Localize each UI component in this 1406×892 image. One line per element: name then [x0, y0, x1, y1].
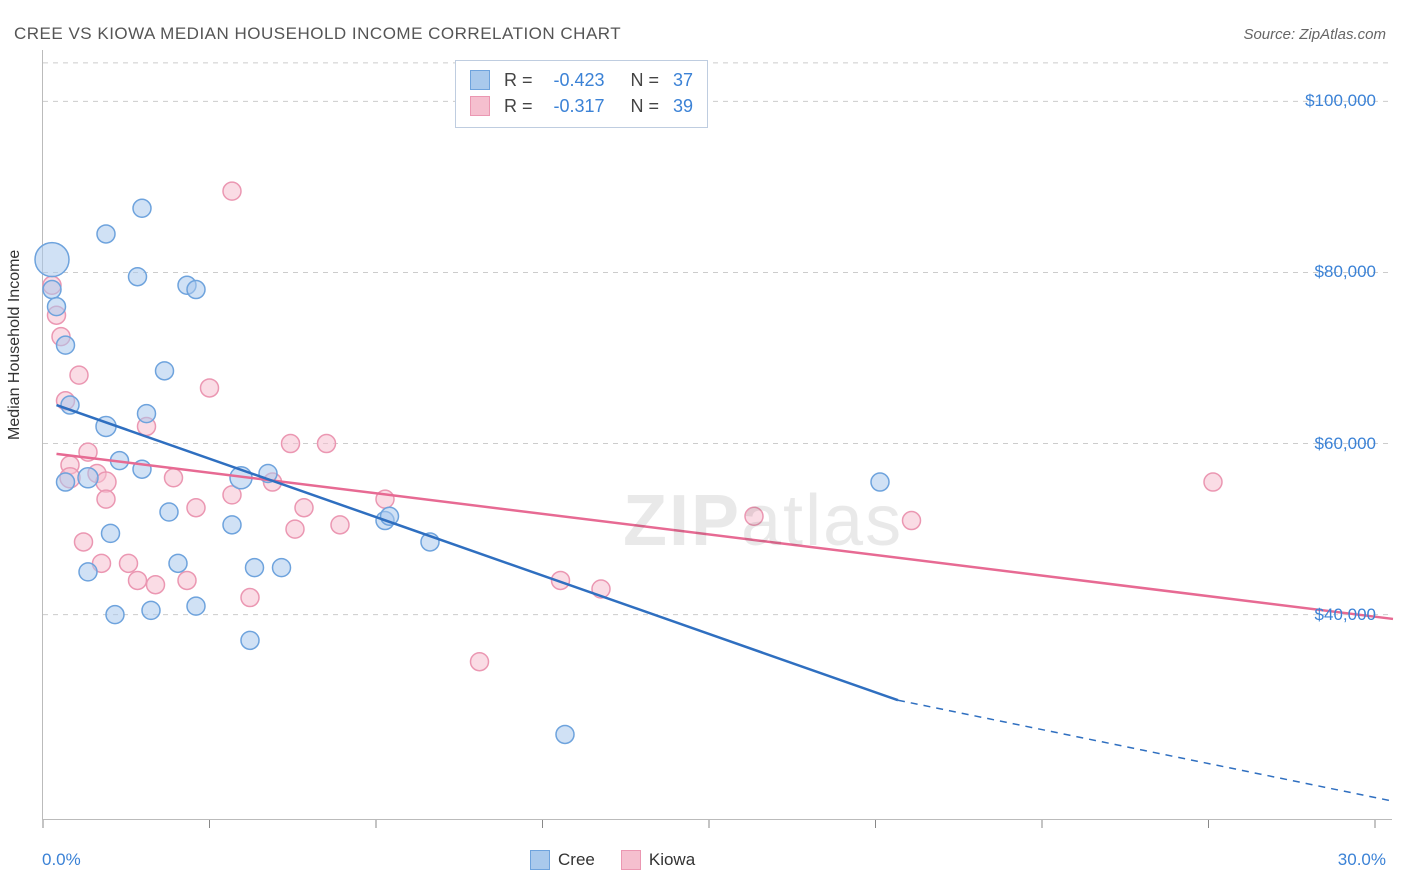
r-label: R =: [504, 70, 533, 91]
legend-item-cree: Cree: [530, 850, 595, 870]
chart-container: CREE VS KIOWA MEDIAN HOUSEHOLD INCOME CO…: [0, 0, 1406, 892]
n-label: N =: [631, 96, 660, 117]
r-value-cree: -0.423: [543, 70, 605, 91]
y-tick-label: $80,000: [1315, 262, 1376, 282]
n-value-kiowa: 39: [673, 96, 693, 117]
source-attribution: Source: ZipAtlas.com: [1243, 26, 1386, 43]
legend-label-kiowa: Kiowa: [649, 850, 695, 870]
r-value-kiowa: -0.317: [543, 96, 605, 117]
series-legend: Cree Kiowa: [530, 850, 695, 870]
x-axis-max-label: 30.0%: [1338, 850, 1386, 870]
x-axis-min-label: 0.0%: [42, 850, 81, 870]
swatch-cree: [470, 70, 490, 90]
legend-row-cree: R = -0.423 N = 37: [470, 67, 693, 93]
chart-title: CREE VS KIOWA MEDIAN HOUSEHOLD INCOME CO…: [14, 24, 621, 44]
swatch-cree-bottom: [530, 850, 550, 870]
y-tick-label: $100,000: [1305, 91, 1376, 111]
legend-row-kiowa: R = -0.317 N = 39: [470, 93, 693, 119]
swatch-kiowa: [470, 96, 490, 116]
legend-item-kiowa: Kiowa: [621, 850, 695, 870]
n-value-cree: 37: [673, 70, 693, 91]
swatch-kiowa-bottom: [621, 850, 641, 870]
correlation-legend: R = -0.423 N = 37 R = -0.317 N = 39: [455, 60, 708, 128]
n-label: N =: [631, 70, 660, 91]
plot-svg: [43, 50, 1392, 819]
r-label: R =: [504, 96, 533, 117]
legend-label-cree: Cree: [558, 850, 595, 870]
y-tick-label: $40,000: [1315, 605, 1376, 625]
plot-area: ZIPatlas: [42, 50, 1392, 820]
y-tick-label: $60,000: [1315, 434, 1376, 454]
y-axis-label: Median Household Income: [6, 250, 24, 440]
